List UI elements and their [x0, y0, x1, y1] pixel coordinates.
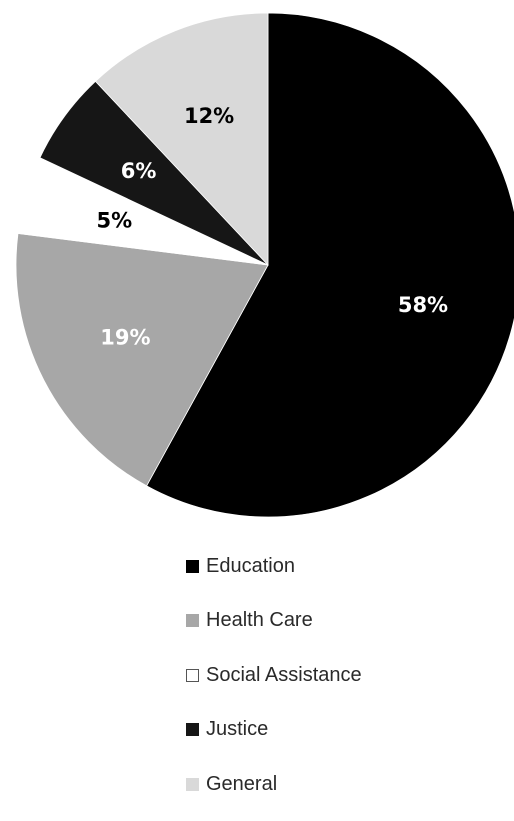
pie-slice-general [94, 12, 269, 267]
legend-label-justice: Justice [206, 718, 269, 740]
legend-item-justice: Justice [186, 712, 506, 748]
pie-slice-education [146, 12, 514, 518]
pie-label-justice: 6% [121, 159, 157, 183]
legend-item-health-care: Health Care [186, 603, 506, 639]
legend: Education Health Care Social Assistance Jus… [186, 548, 506, 821]
legend-swatch-justice [186, 723, 199, 736]
pie-label-education: 58% [398, 293, 448, 317]
pie-label-general: 12% [184, 104, 234, 128]
pie-value-labels: 58% 19% 5% 6% 12% [97, 104, 449, 349]
legend-label-social-assistance: Social Assistance [206, 663, 362, 686]
legend-item-social-assistance: Social Assistance [186, 657, 506, 693]
pie-slices [15, 12, 514, 518]
legend-label-education: Education [206, 554, 295, 577]
pie-label-social-assistance: 5% [97, 208, 133, 232]
legend-label-general: General [206, 772, 278, 795]
legend-swatch-education [186, 559, 199, 573]
pie-label-health-care: 19% [100, 326, 150, 350]
legend-item-general: General [186, 766, 506, 802]
pie-chart: 58% 19% 5% 6% 12% [15, 12, 514, 518]
legend-item-education: Education [186, 548, 506, 584]
legend-label-health-care: Health Care [206, 609, 313, 631]
legend-swatch-health-care [186, 614, 199, 627]
pie-slice-health-care [15, 232, 269, 487]
legend-swatch-general [186, 777, 199, 791]
legend-swatch-social-assistance [186, 668, 199, 682]
